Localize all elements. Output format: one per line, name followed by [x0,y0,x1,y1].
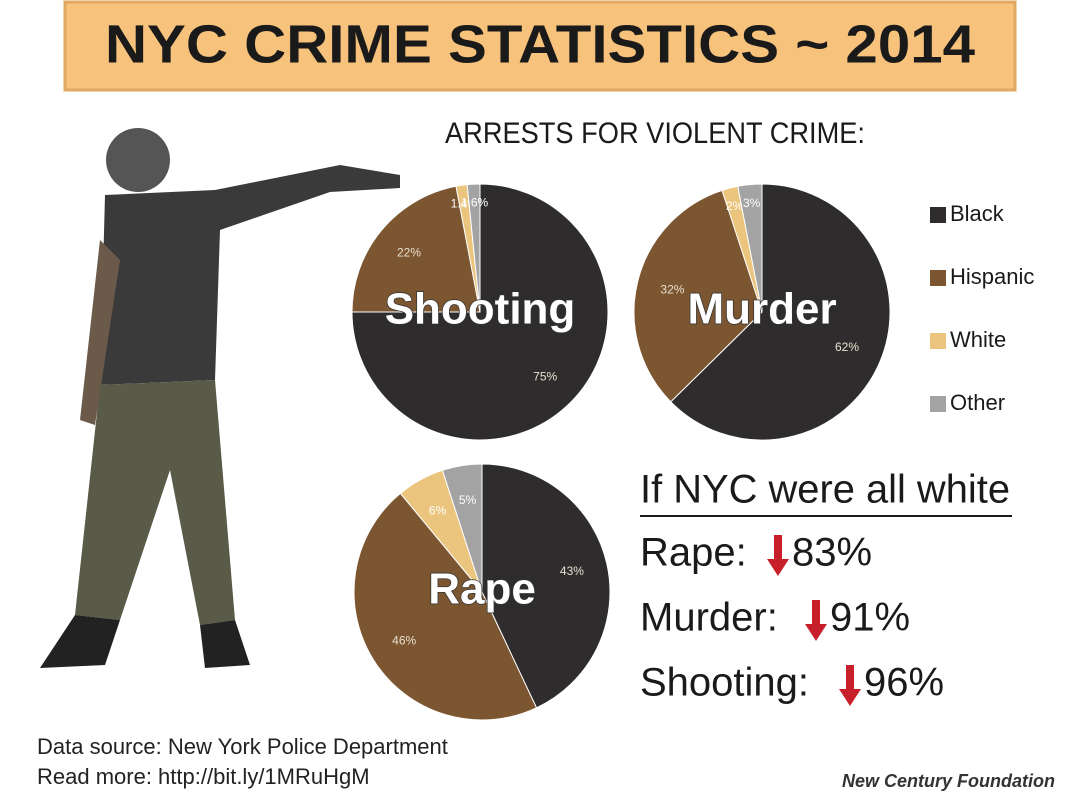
slice-label: 46% [392,634,416,648]
row-label: Shooting: [640,661,809,705]
row-value: 91% [830,596,910,640]
footer-credit: New Century Foundation [842,771,1055,791]
legend-label: Other [950,390,1005,415]
row-label: Murder: [640,596,778,640]
legend-swatch [930,270,946,286]
figure [40,128,400,668]
pie-slice [353,492,538,721]
pie-slice [737,183,763,313]
pie-slice [351,185,481,313]
slice-label: 2% [726,199,744,213]
down-arrow [839,665,861,706]
slice-label: 62% [835,340,859,354]
legend-swatch [930,396,946,412]
pie-slice [633,189,763,403]
pie-slice [351,183,609,441]
slice-label: 43% [560,564,584,578]
down-arrow [767,535,789,576]
legend-swatch [930,333,946,349]
slice-label: 32% [660,282,684,296]
row-value: 96% [864,661,944,705]
slice-label: 6% [429,503,447,517]
row-value: 83% [792,531,872,575]
pie-slice [670,183,891,441]
footer-link: Read more: http://bit.ly/1MRuHgM [37,764,370,789]
slice-label: 22% [397,245,421,259]
slice-label: 1.6% [461,196,489,210]
pie-title: Murder [687,285,836,334]
legend-label: Black [950,201,1005,226]
slice-label: 5% [459,493,477,507]
pie-slice [481,463,611,709]
pie-title: Rape [428,565,536,614]
page-title: NYC CRIME STATISTICS ~ 2014 [105,14,975,74]
legend-swatch [930,207,946,223]
pie-slice [441,463,483,593]
down-arrow [805,600,827,641]
row-label: Rape: [640,531,747,575]
legend-label: White [950,327,1006,352]
pie-slice [466,183,481,313]
subtitle: ARRESTS FOR VIOLENT CRIME: [445,117,865,150]
side-heading: If NYC were all white [640,468,1010,512]
slice-label: 3% [743,196,761,210]
legend-label: Hispanic [950,264,1034,289]
footer-source: Data source: New York Police Department [37,734,448,759]
pie-title: Shooting [385,285,576,334]
title-banner [63,0,1017,92]
slice-label: 75% [533,369,557,383]
